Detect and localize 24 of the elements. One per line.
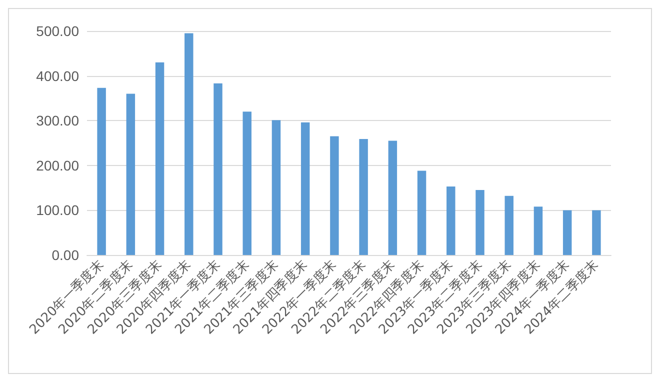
- bar: [446, 186, 456, 255]
- bar: [272, 120, 281, 255]
- y-tick-label: 0.00: [52, 247, 80, 263]
- bar: [534, 206, 543, 255]
- bar: [242, 112, 252, 255]
- bar: [155, 62, 164, 255]
- bar: [417, 170, 426, 255]
- bar: [330, 136, 339, 255]
- y-tick-label: 500.00: [36, 23, 80, 39]
- bar: [126, 94, 136, 255]
- bar: [184, 33, 194, 255]
- bar: [476, 190, 484, 255]
- y-tick-label: 400.00: [36, 68, 80, 84]
- bar: [359, 138, 368, 255]
- bar: [592, 210, 601, 255]
- y-tick-label: 200.00: [36, 157, 80, 174]
- y-tick-label: 100.00: [36, 202, 80, 218]
- bar: [97, 88, 106, 255]
- y-tick-label: 300.00: [36, 112, 80, 129]
- bar: [388, 140, 398, 255]
- bar: [300, 122, 310, 255]
- bar: [504, 196, 514, 255]
- bar: [562, 210, 572, 255]
- bar: [214, 83, 222, 255]
